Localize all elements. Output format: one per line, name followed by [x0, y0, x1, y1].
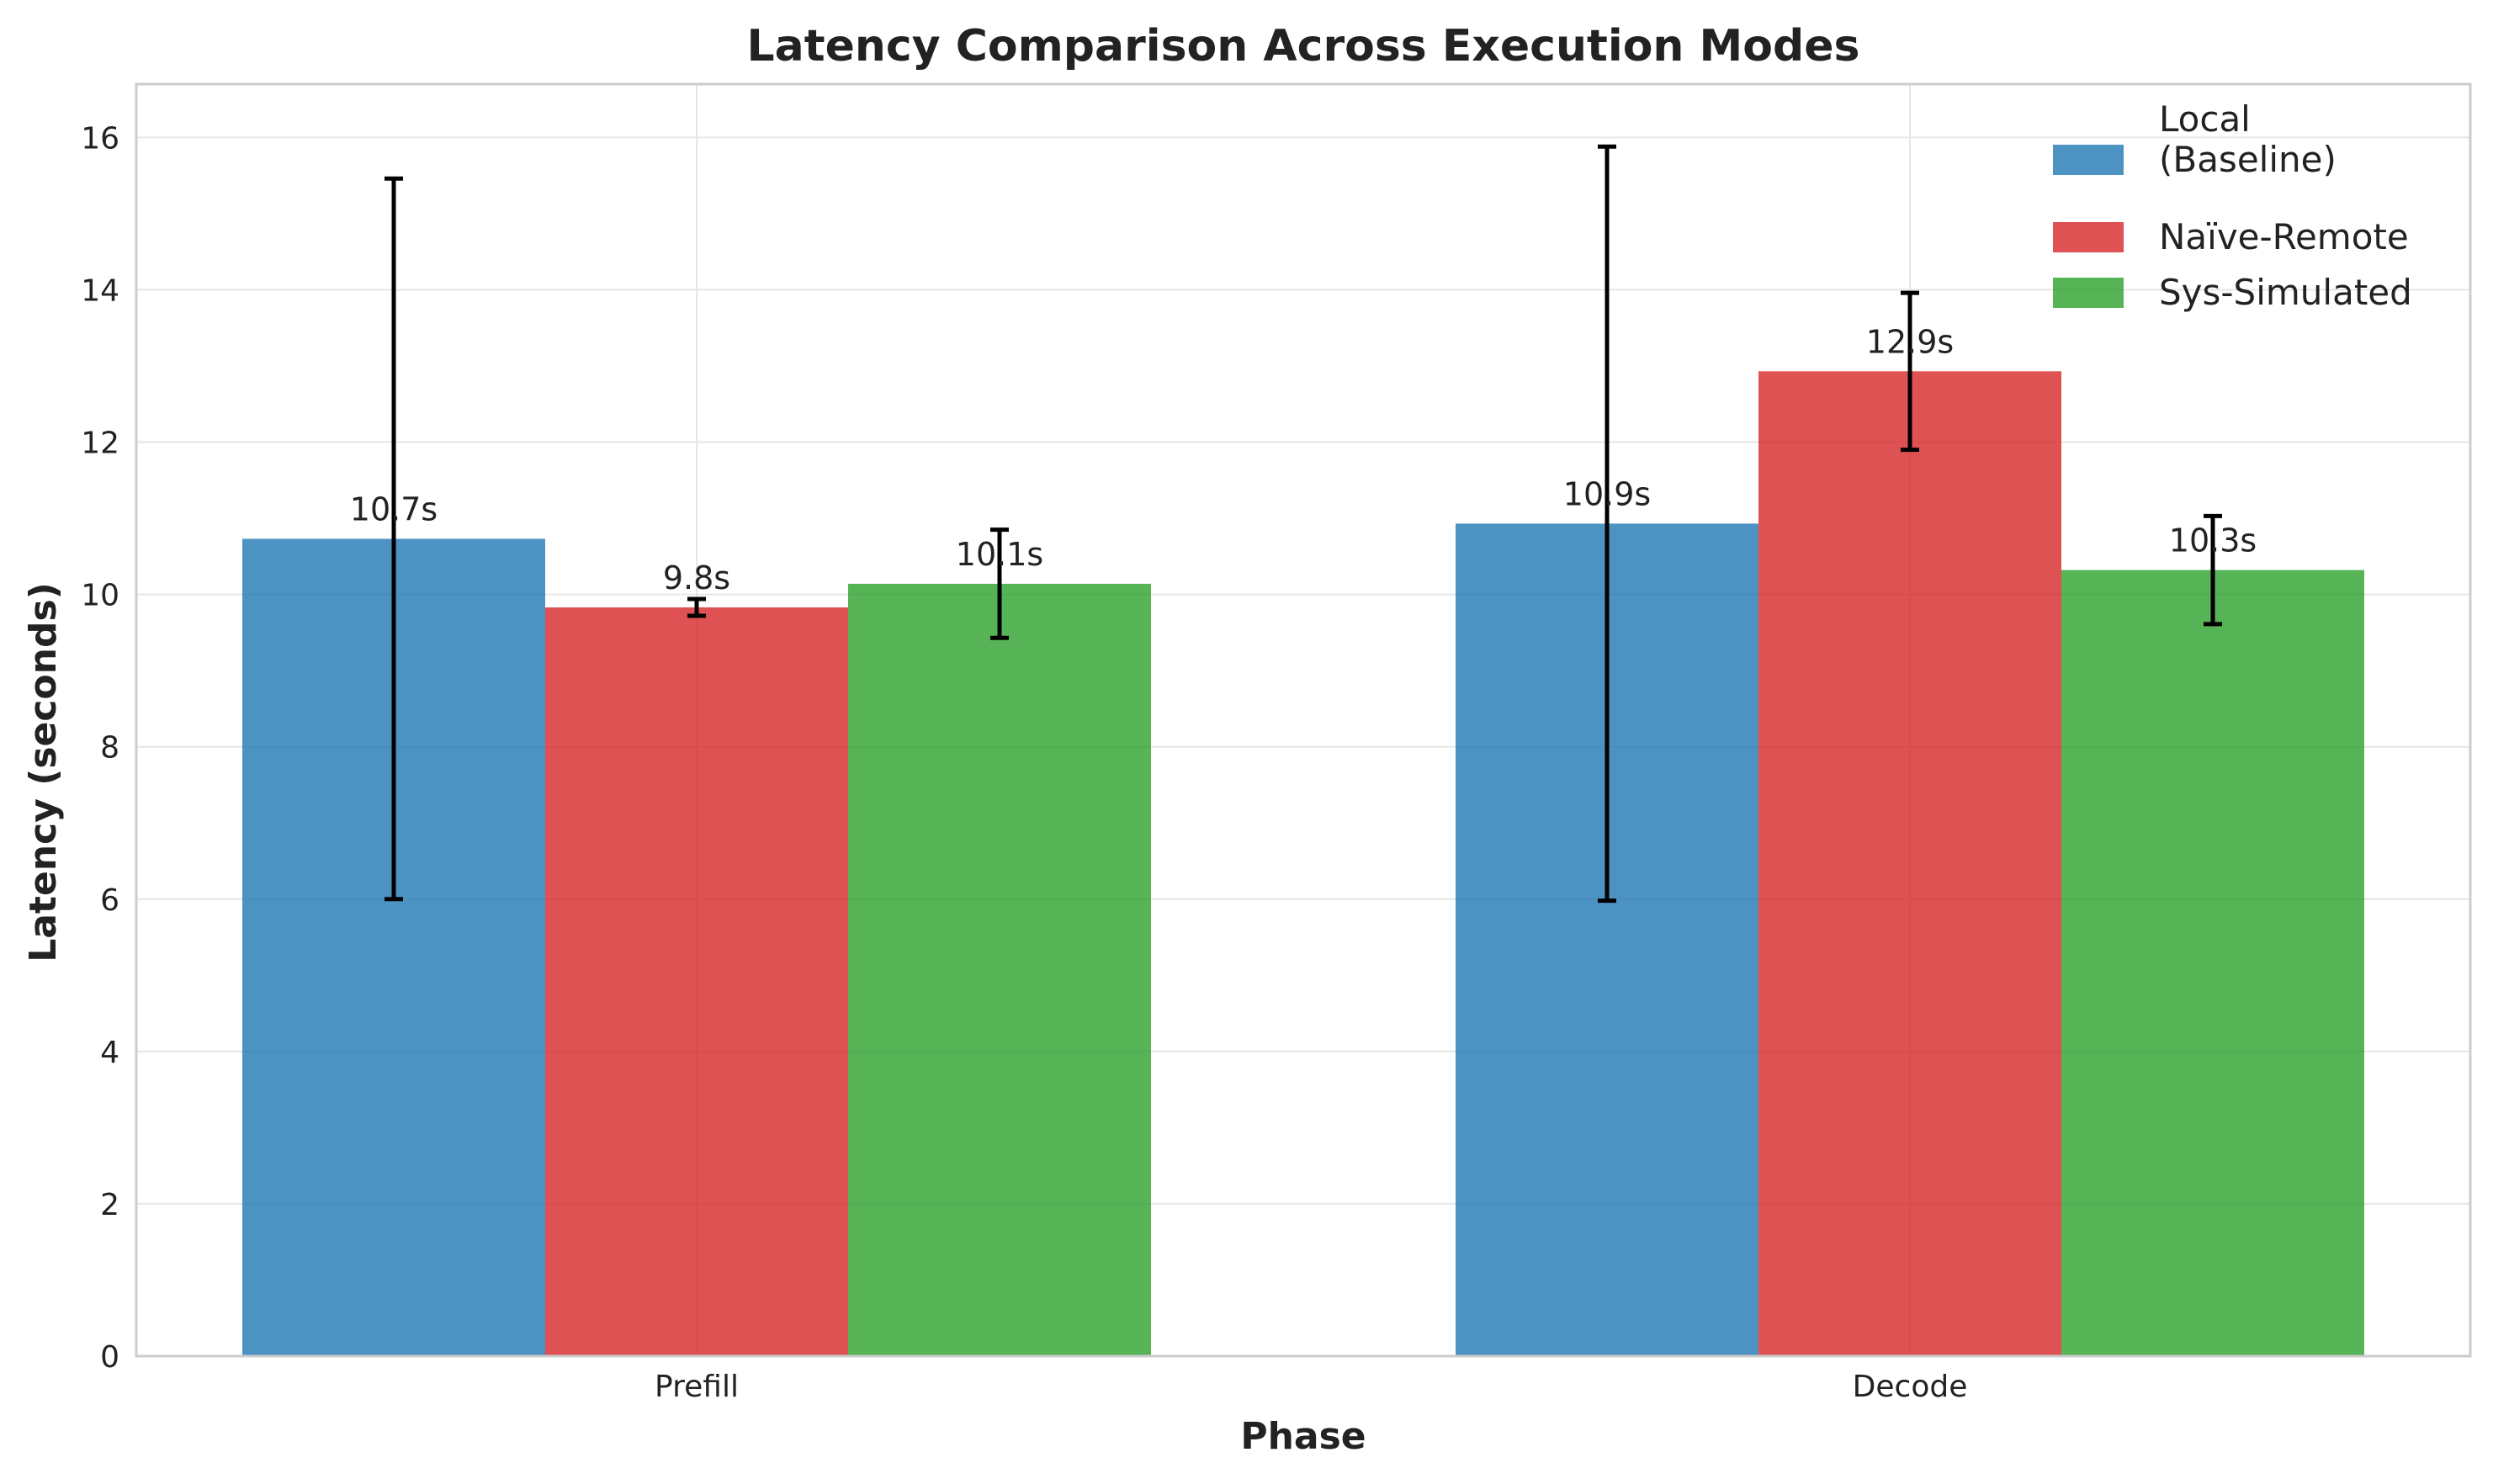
data-label: 10.3s — [2169, 522, 2257, 559]
y-tick-label: 16 — [81, 121, 119, 156]
bars — [242, 371, 2364, 1356]
bar — [545, 607, 848, 1356]
legend-swatch — [2053, 145, 2124, 175]
x-tick-label: Prefill — [655, 1370, 739, 1404]
y-tick-label: 8 — [100, 731, 119, 766]
bar — [848, 583, 1151, 1356]
legend-label-line: Local — [2159, 98, 2251, 140]
legend-label-line: Naïve-Remote — [2159, 216, 2409, 257]
value-labels: 10.7s 10.9s 9.8s 12.9s 10.1s 10.3s — [350, 323, 2257, 596]
bar — [2061, 570, 2364, 1356]
bar — [1758, 371, 2061, 1356]
data-label: 9.8s — [663, 559, 730, 596]
chart-title: Latency Comparison Across Execution Mode… — [747, 21, 1860, 72]
error-bars — [385, 144, 2222, 904]
legend-swatch — [2053, 278, 2124, 308]
legend-label: Sys-Simulated — [2159, 272, 2412, 313]
x-axis-title: Phase — [1240, 1415, 1366, 1458]
legend-swatch — [2053, 222, 2124, 252]
y-axis-title: Latency (seconds) — [22, 582, 65, 962]
legend-label-line: (Baseline) — [2159, 139, 2337, 180]
legend: Local (Baseline) Naïve-Remote Sys-Simulated — [2053, 98, 2412, 313]
data-label: 10.9s — [1563, 475, 1651, 512]
y-tick-label: 12 — [81, 427, 119, 461]
plot-frame — [135, 82, 2472, 1358]
y-axis-ticks: 0 2 4 6 8 10 12 14 16 — [81, 121, 119, 1375]
y-tick-label: 14 — [81, 273, 119, 308]
y-tick-label: 4 — [100, 1036, 119, 1070]
data-label: 10.1s — [956, 536, 1043, 573]
y-tick-label: 10 — [81, 579, 119, 613]
x-axis-ticks: Prefill Decode — [655, 1370, 1967, 1404]
legend-label-line: Sys-Simulated — [2159, 272, 2412, 313]
y-tick-label: 2 — [100, 1188, 119, 1222]
legend-label: Local (Baseline) — [2159, 98, 2337, 180]
data-label: 12.9s — [1866, 323, 1954, 360]
data-label: 10.7s — [350, 491, 438, 528]
y-tick-label: 6 — [100, 883, 119, 918]
y-tick-label: 0 — [100, 1340, 119, 1375]
x-tick-label: Decode — [1853, 1370, 1968, 1404]
legend-label: Naïve-Remote — [2159, 216, 2409, 257]
